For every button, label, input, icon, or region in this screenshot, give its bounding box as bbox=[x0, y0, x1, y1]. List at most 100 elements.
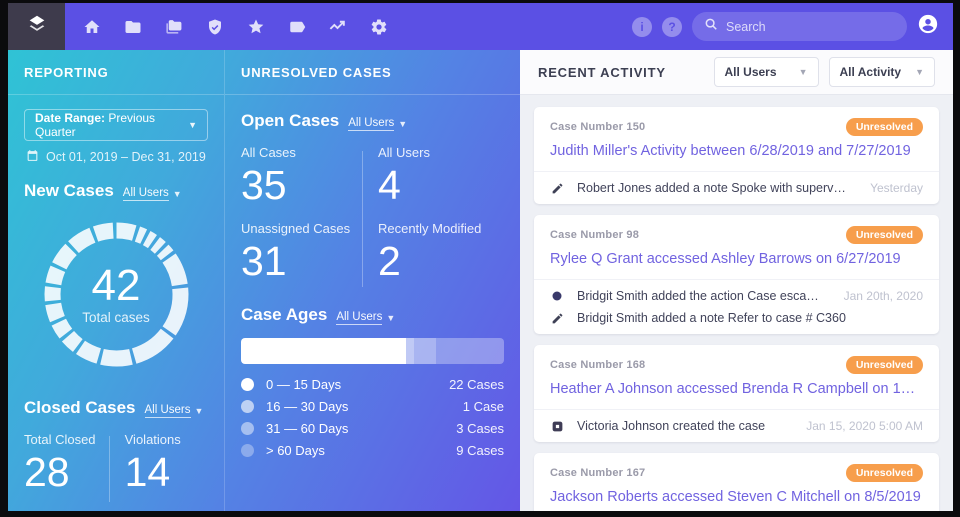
chevron-down-icon: ▼ bbox=[188, 120, 197, 130]
search-icon bbox=[704, 17, 718, 36]
legend-dot-icon bbox=[241, 444, 254, 458]
pencil-icon bbox=[550, 311, 564, 325]
dot-icon bbox=[550, 289, 564, 303]
activity-card: Case Number 168 Unresolved Heather A Joh… bbox=[534, 345, 939, 442]
info-icon[interactable]: i bbox=[632, 16, 652, 37]
unresolved-panel: UNRESOLVED CASES Open Cases All Users ▼ A… bbox=[225, 50, 520, 511]
bar-segment bbox=[413, 338, 437, 365]
bar-segment bbox=[436, 338, 504, 365]
closed-cases-heading: Closed Cases bbox=[24, 398, 136, 417]
event-text: Victoria Johnson created the case bbox=[577, 419, 766, 433]
activity-card: Case Number 98 Unresolved Rylee Q Grant … bbox=[534, 215, 939, 334]
chevron-down-icon: ▼ bbox=[194, 406, 204, 416]
nav-right-group: i ? bbox=[632, 12, 939, 41]
search-input[interactable] bbox=[726, 19, 895, 34]
stat-violations: Violations 14 bbox=[124, 432, 181, 495]
event-text: Robert Jones added a note Spoke with sup… bbox=[577, 181, 848, 195]
dashboard-gradient-area: REPORTING Date Range: Previous Quarter ▼… bbox=[8, 50, 520, 511]
event-row: Bridgit Smith added a note Refer to case… bbox=[550, 311, 923, 325]
case-ages-filter[interactable]: All Users ▼ bbox=[336, 311, 396, 326]
gear-icon[interactable] bbox=[364, 12, 393, 41]
recent-activity-panel: RECENT ACTIVITY All Users ▼ All Activity… bbox=[520, 50, 953, 511]
case-title-link[interactable]: Rylee Q Grant accessed Ashley Barrows on… bbox=[550, 251, 901, 267]
recent-activity-title: RECENT ACTIVITY bbox=[538, 64, 666, 80]
bar-segment bbox=[406, 338, 414, 365]
app-logo[interactable] bbox=[8, 3, 65, 50]
app-window: i ? REPORTING Date Range: Previous Quart… bbox=[8, 3, 953, 511]
chevron-down-icon: ▼ bbox=[172, 189, 182, 199]
date-range-dropdown[interactable]: Date Range: Previous Quarter ▼ bbox=[24, 109, 208, 141]
legend-count: 22 Cases bbox=[449, 377, 504, 393]
activity-card: Case Number 167 Unresolved Jackson Rober… bbox=[534, 453, 939, 511]
top-navbar: i ? bbox=[8, 3, 953, 50]
legend-label: 16 — 30 Days bbox=[266, 399, 349, 415]
unresolved-panel-title: UNRESOLVED CASES bbox=[225, 50, 520, 95]
legend-row: 16 — 30 Days 1 Case bbox=[241, 399, 504, 414]
chevron-down-icon: ▼ bbox=[398, 119, 408, 129]
event-list: Robert Jones added a note Spoke with sup… bbox=[534, 171, 939, 204]
case-ages-heading: Case Ages bbox=[241, 305, 328, 325]
event-timestamp: Jan 15, 2020 5:00 AM bbox=[806, 419, 923, 433]
donut-total-label: Total cases bbox=[82, 310, 150, 325]
folder-icon[interactable] bbox=[118, 12, 147, 41]
event-text: Bridgit Smith added the action Case esca… bbox=[577, 289, 821, 303]
legend-dot-icon bbox=[241, 378, 254, 392]
legend-label: 0 — 15 Days bbox=[266, 377, 342, 393]
legend-row: > 60 Days 9 Cases bbox=[241, 443, 504, 458]
recent-activity-header: RECENT ACTIVITY All Users ▼ All Activity… bbox=[520, 50, 953, 95]
layers-icon bbox=[26, 13, 48, 40]
new-cases-filter[interactable]: All Users ▼ bbox=[122, 187, 182, 201]
event-timestamp: Yesterday bbox=[870, 181, 923, 195]
profile-icon[interactable] bbox=[917, 13, 939, 40]
calendar-icon bbox=[26, 149, 39, 165]
nav-icon-bar bbox=[77, 12, 393, 41]
legend-row: 31 — 60 Days 3 Cases bbox=[241, 421, 504, 436]
square-icon bbox=[550, 419, 564, 433]
case-ages-stacked-bar bbox=[241, 338, 504, 365]
case-title-link[interactable]: Jackson Roberts accessed Steven C Mitche… bbox=[550, 489, 921, 505]
case-number-label: Case Number 168 bbox=[550, 359, 646, 371]
legend-count: 9 Cases bbox=[456, 443, 504, 459]
status-badge: Unresolved bbox=[845, 226, 923, 244]
home-icon[interactable] bbox=[77, 12, 106, 41]
new-cases-heading: New Cases bbox=[24, 181, 114, 200]
activity-filter-select[interactable]: All Activity ▼ bbox=[828, 57, 935, 87]
activity-card-list: Case Number 150 Unresolved Judith Miller… bbox=[520, 95, 953, 511]
event-row: Robert Jones added a note Spoke with sup… bbox=[550, 181, 923, 195]
help-icon[interactable]: ? bbox=[662, 16, 682, 37]
legend-row: 0 — 15 Days 22 Cases bbox=[241, 377, 504, 392]
open-cases-filter[interactable]: All Users ▼ bbox=[348, 117, 408, 131]
legend-dot-icon bbox=[241, 400, 254, 414]
chevron-down-icon: ▼ bbox=[915, 67, 924, 77]
stat-all-cases: All Cases 35 bbox=[241, 145, 296, 208]
pencil-icon bbox=[550, 181, 564, 195]
date-range-text: Date Range: Previous Quarter bbox=[35, 111, 156, 139]
case-title-link[interactable]: Judith Miller's Activity between 6/28/20… bbox=[550, 143, 911, 159]
case-title-link[interactable]: Heather A Johnson accessed Brenda R Camp… bbox=[550, 381, 923, 397]
legend-label: > 60 Days bbox=[266, 443, 325, 459]
case-number-label: Case Number 98 bbox=[550, 229, 640, 241]
new-cases-donut-chart: 42 Total cases bbox=[29, 207, 204, 382]
open-cases-stats: All Cases 35 All Users 4 Unassigned Case… bbox=[241, 145, 504, 297]
folders-icon[interactable] bbox=[159, 12, 188, 41]
open-cases-heading: Open Cases bbox=[241, 111, 340, 130]
star-icon[interactable] bbox=[241, 12, 270, 41]
date-range-dates: Oct 01, 2019 – Dec 31, 2019 bbox=[26, 149, 208, 165]
legend-count: 3 Cases bbox=[456, 421, 504, 437]
stat-recently-modified: Recently Modified 2 bbox=[377, 221, 482, 285]
tag-icon[interactable] bbox=[282, 12, 311, 41]
event-timestamp: Jan 20th, 2020 bbox=[843, 289, 923, 303]
legend-label: 31 — 60 Days bbox=[266, 421, 349, 437]
event-text: Bridgit Smith added a note Refer to case… bbox=[577, 311, 846, 325]
closed-cases-stats: Total Closed 28 Violations 14 bbox=[24, 432, 208, 508]
chevron-down-icon: ▼ bbox=[798, 67, 808, 77]
shield-check-icon[interactable] bbox=[200, 12, 229, 41]
users-filter-select[interactable]: All Users ▼ bbox=[713, 57, 819, 87]
search-bar[interactable] bbox=[692, 12, 907, 41]
stat-all-users: All Users 4 bbox=[377, 145, 430, 208]
closed-cases-filter[interactable]: All Users ▼ bbox=[144, 404, 204, 418]
bar-segment bbox=[241, 338, 407, 365]
event-row: Bridgit Smith added the action Case esca… bbox=[550, 289, 923, 303]
activity-icon[interactable] bbox=[323, 12, 352, 41]
reporting-panel-title: REPORTING bbox=[8, 50, 224, 95]
